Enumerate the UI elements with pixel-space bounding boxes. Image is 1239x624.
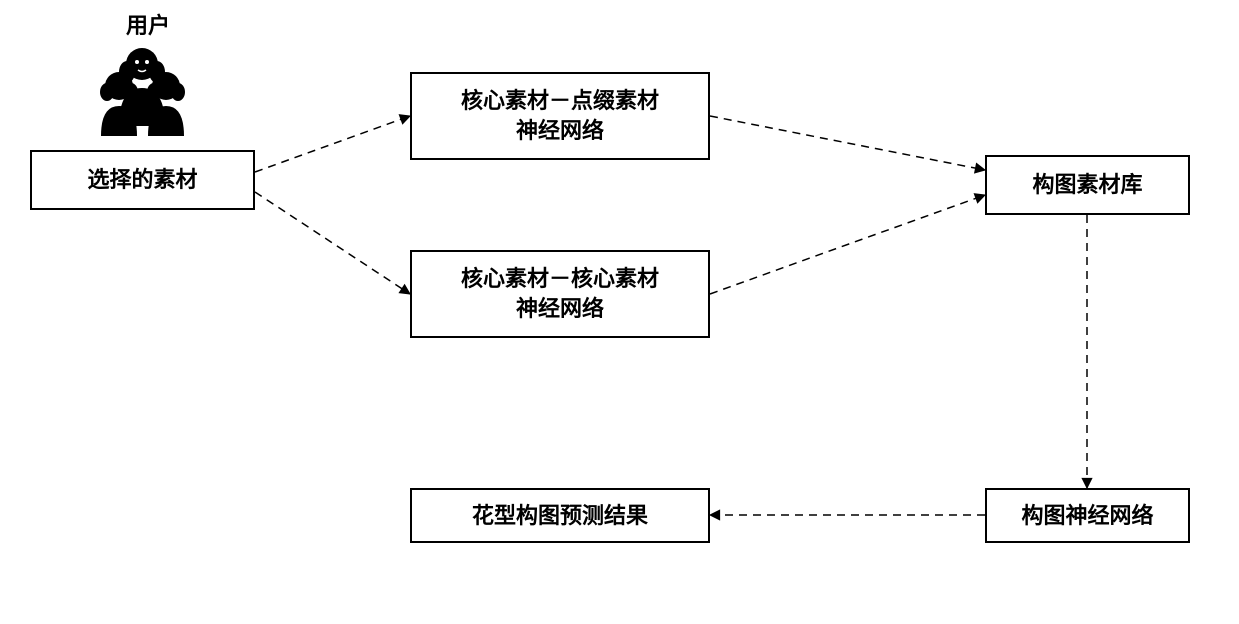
node-core-core-nn: 核心素材－核心素材 神经网络: [410, 250, 710, 338]
node-selected-material: 选择的素材: [30, 150, 255, 210]
node-prediction: 花型构图预测结果: [410, 488, 710, 543]
node-core-decor-nn: 核心素材－点缀素材 神经网络: [410, 72, 710, 160]
node-text: 选择的素材: [87, 165, 197, 195]
node-line2: 神经网络: [516, 294, 604, 324]
node-text: 构图素材库: [1032, 170, 1142, 200]
node-comp-nn: 构图神经网络: [985, 488, 1190, 543]
node-line1: 核心素材－核心素材: [461, 264, 659, 294]
node-text: 构图神经网络: [1021, 501, 1153, 531]
node-line2: 神经网络: [516, 116, 604, 146]
node-line1: 核心素材－点缀素材: [461, 86, 659, 116]
edge-selected_material-to-core_core_nn: [255, 192, 410, 294]
edge-core_core_nn-to-material_lib: [710, 195, 985, 294]
node-text: 花型构图预测结果: [472, 501, 648, 531]
edge-core_decor_nn-to-material_lib: [710, 116, 985, 170]
edge-selected_material-to-core_decor_nn: [255, 116, 410, 172]
node-material-lib: 构图素材库: [985, 155, 1190, 215]
user-label-text: 用户: [126, 13, 170, 38]
users-icon: [85, 36, 200, 144]
